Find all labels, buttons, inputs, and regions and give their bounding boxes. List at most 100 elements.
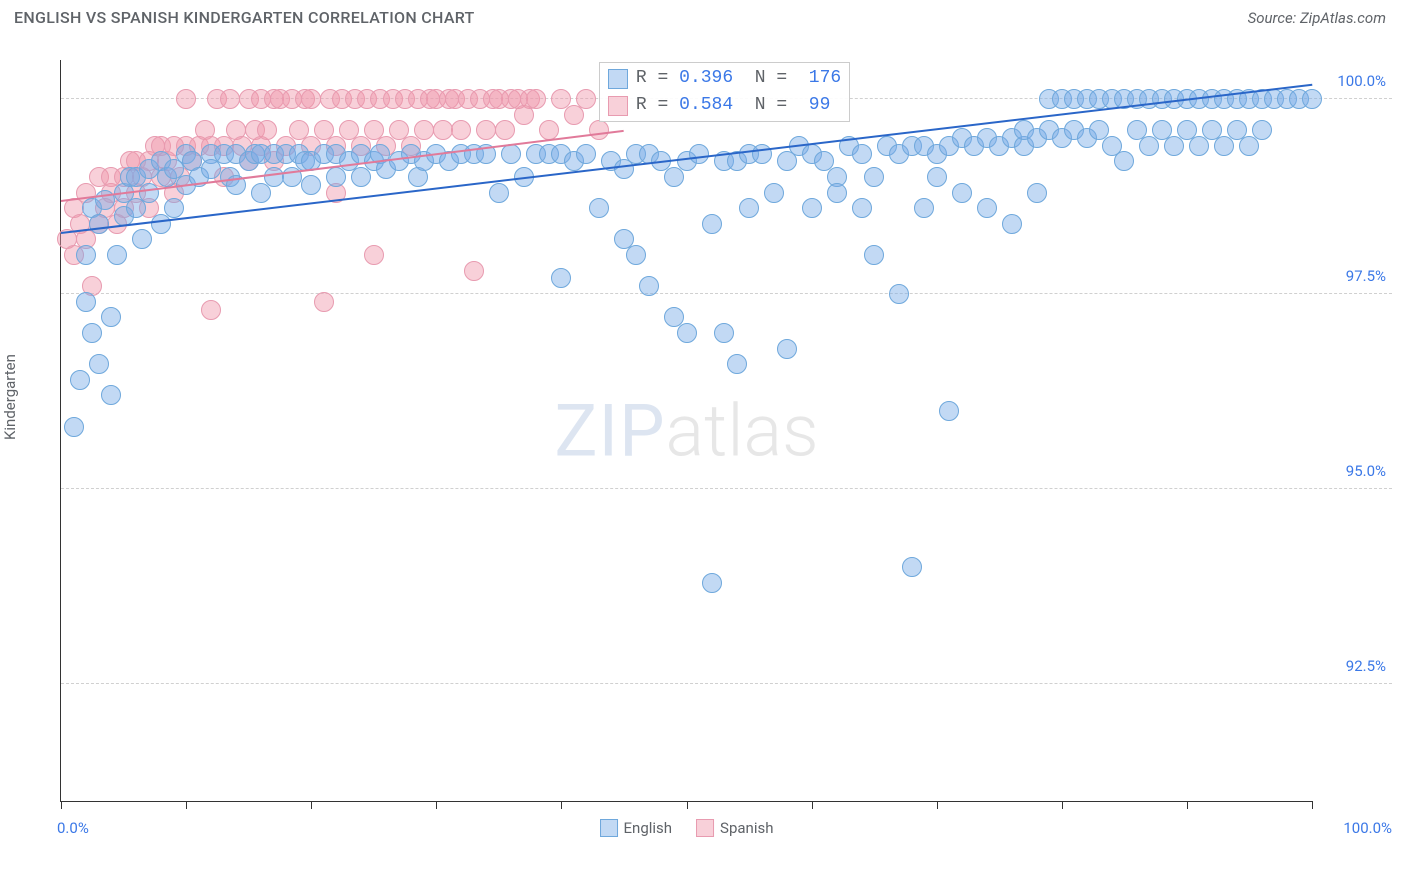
stats-row: R = 0.396 N = 176	[608, 65, 841, 92]
x-tick	[812, 801, 813, 809]
scatter-point	[64, 417, 84, 437]
stats-row: R = 0.584 N = 99	[608, 92, 841, 119]
x-tick	[687, 801, 688, 809]
scatter-point	[314, 292, 334, 312]
scatter-point	[201, 300, 221, 320]
scatter-point	[864, 167, 884, 187]
legend-label: Spanish	[720, 819, 773, 837]
scatter-point	[752, 144, 772, 164]
scatter-point	[576, 89, 596, 109]
x-tick	[186, 801, 187, 809]
scatter-point	[264, 167, 284, 187]
legend-item: English	[600, 819, 673, 837]
scatter-point	[576, 144, 596, 164]
scatter-point	[852, 144, 872, 164]
legend-label: English	[624, 819, 673, 837]
gridline	[61, 293, 1392, 294]
stats-swatch	[608, 96, 628, 116]
x-tick	[1312, 801, 1313, 809]
scatter-point	[802, 198, 822, 218]
scatter-point	[864, 245, 884, 265]
watermark: ZIPatlas	[554, 388, 818, 473]
scatter-point	[939, 401, 959, 421]
scatter-point	[101, 385, 121, 405]
scatter-point	[495, 120, 515, 140]
scatter-point	[526, 89, 546, 109]
legend-item: Spanish	[696, 819, 773, 837]
y-tick-label: 92.5%	[1346, 657, 1386, 675]
scatter-point	[464, 261, 484, 281]
scatter-point	[914, 198, 934, 218]
stats-box: R = 0.396 N = 176R = 0.584 N = 99	[599, 62, 850, 122]
scatter-point	[902, 557, 922, 577]
y-tick-label: 95.0%	[1346, 462, 1386, 480]
scatter-point	[551, 268, 571, 288]
x-tick	[311, 801, 312, 809]
scatter-point	[433, 120, 453, 140]
scatter-point	[777, 339, 797, 359]
chart-container: Kindergarten ZIPatlas EnglishSpanish 92.…	[14, 40, 1392, 862]
scatter-point	[689, 144, 709, 164]
scatter-point	[889, 284, 909, 304]
scatter-point	[220, 89, 240, 109]
scatter-point	[132, 229, 152, 249]
watermark-atlas: atlas	[666, 388, 819, 473]
legend-swatch	[696, 819, 714, 837]
x-tick-label: 0.0%	[57, 819, 89, 837]
scatter-point	[89, 214, 109, 234]
scatter-point	[70, 370, 90, 390]
x-tick	[436, 801, 437, 809]
scatter-point	[89, 354, 109, 374]
scatter-point	[257, 120, 277, 140]
scatter-point	[626, 245, 646, 265]
y-axis-label: Kindergarten	[1, 354, 19, 440]
scatter-point	[489, 183, 509, 203]
gridline	[61, 488, 1392, 489]
scatter-point	[1302, 89, 1322, 109]
legend: English Spanish	[600, 819, 774, 837]
scatter-point	[764, 183, 784, 203]
scatter-point	[827, 183, 847, 203]
chart-source: Source: ZipAtlas.com	[1248, 9, 1386, 27]
x-tick	[1062, 801, 1063, 809]
scatter-point	[727, 354, 747, 374]
scatter-point	[76, 245, 96, 265]
x-tick-label: 100.0%	[1343, 819, 1392, 837]
x-tick	[61, 801, 62, 809]
scatter-point	[176, 89, 196, 109]
y-tick-label: 100.0%	[1337, 72, 1386, 90]
watermark-zip: ZIP	[554, 388, 665, 473]
scatter-point	[76, 292, 96, 312]
scatter-point	[702, 573, 722, 593]
scatter-point	[1114, 151, 1134, 171]
scatter-point	[107, 245, 127, 265]
chart-title: ENGLISH VS SPANISH KINDERGARTEN CORRELAT…	[14, 8, 475, 27]
scatter-point	[702, 214, 722, 234]
scatter-point	[952, 183, 972, 203]
stats-text: R = 0.396 N = 176	[636, 65, 841, 92]
stats-swatch	[608, 69, 628, 89]
plot-area: ZIPatlas EnglishSpanish 92.5%95.0%97.5%1…	[60, 60, 1312, 802]
x-tick	[561, 801, 562, 809]
scatter-point	[164, 198, 184, 218]
scatter-point	[639, 276, 659, 296]
x-tick	[1187, 801, 1188, 809]
scatter-point	[139, 183, 159, 203]
scatter-point	[82, 323, 102, 343]
scatter-point	[977, 198, 997, 218]
scatter-point	[1027, 183, 1047, 203]
scatter-point	[1252, 120, 1272, 140]
legend-swatch	[600, 819, 618, 837]
y-tick-label: 97.5%	[1346, 267, 1386, 285]
stats-text: R = 0.584 N = 99	[636, 92, 830, 119]
scatter-point	[927, 167, 947, 187]
scatter-point	[589, 120, 609, 140]
scatter-point	[1002, 214, 1022, 234]
scatter-point	[589, 198, 609, 218]
scatter-point	[414, 120, 434, 140]
scatter-point	[451, 120, 471, 140]
scatter-point	[301, 89, 321, 109]
scatter-point	[852, 198, 872, 218]
scatter-point	[476, 120, 496, 140]
scatter-point	[101, 307, 121, 327]
